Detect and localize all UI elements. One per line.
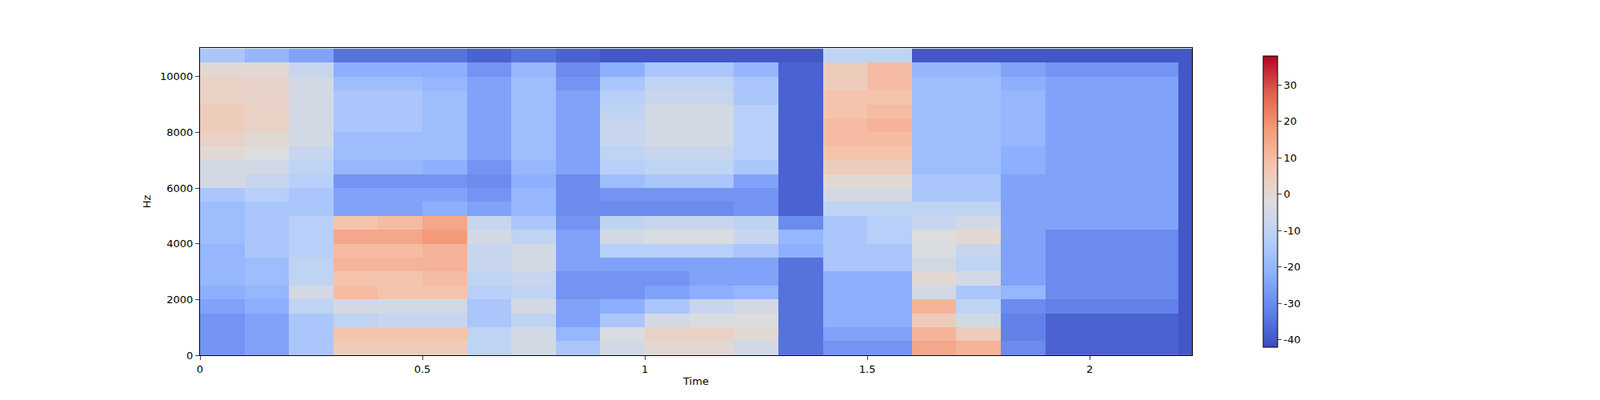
svg-text:10000: 10000 [160, 70, 193, 83]
svg-text:10: 10 [1284, 152, 1298, 164]
svg-text:2000: 2000 [166, 293, 193, 306]
svg-text:8000: 8000 [166, 126, 193, 139]
svg-text:Hz: Hz [140, 195, 153, 209]
svg-text:1: 1 [641, 363, 648, 376]
svg-text:0: 0 [196, 363, 204, 376]
svg-text:20: 20 [1284, 115, 1298, 128]
svg-text:-40: -40 [1284, 333, 1301, 346]
svg-text:2: 2 [1086, 363, 1093, 376]
svg-text:6000: 6000 [166, 182, 193, 195]
svg-text:-10: -10 [1284, 224, 1301, 237]
svg-text:Time: Time [682, 375, 709, 388]
svg-text:30: 30 [1284, 79, 1298, 92]
svg-text:4000: 4000 [166, 237, 193, 250]
svg-text:-20: -20 [1284, 260, 1301, 273]
svg-text:0.5: 0.5 [414, 363, 432, 376]
svg-text:-30: -30 [1284, 297, 1301, 310]
svg-text:0: 0 [186, 349, 193, 362]
svg-text:0: 0 [1284, 188, 1291, 200]
svg-text:1.5: 1.5 [859, 363, 876, 376]
